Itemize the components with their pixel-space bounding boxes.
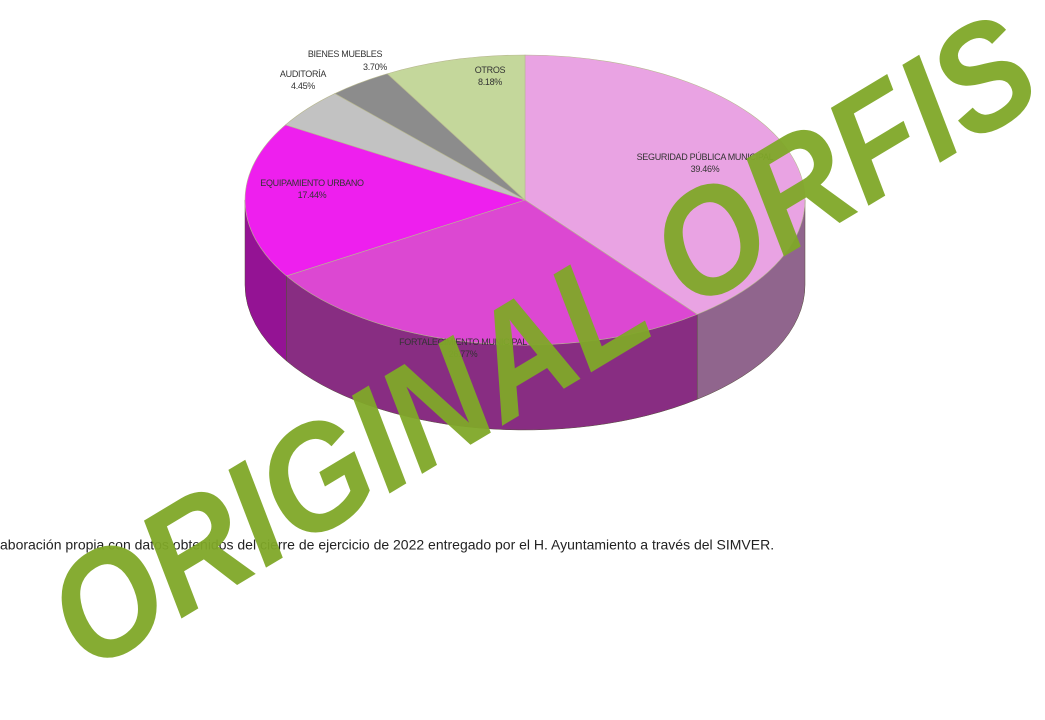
labels: SEGURIDAD PÚBLICA MUNICIPAL 39.46% FORTALE… <box>260 49 774 359</box>
value-label: 4.45% <box>291 81 315 91</box>
slice-top <box>244 124 526 277</box>
slice <box>386 54 526 201</box>
category-label: BIENES MUEBLES <box>308 49 383 59</box>
value-label: 8.18% <box>478 77 502 87</box>
slice-top <box>524 54 806 315</box>
slice-top <box>386 54 526 201</box>
slice-top <box>285 199 698 346</box>
value-label: 3.70% <box>363 62 387 72</box>
category-label: SEGURIDAD PÚBLICA MUNICIPAL <box>637 152 774 162</box>
pie <box>244 54 806 431</box>
category-label: FORTALECIMIENTO MUNICIPAL <box>399 337 527 347</box>
category-label: AUDITORÍA <box>280 69 326 79</box>
slice <box>244 124 526 362</box>
source-note: aboración propia con datos obtenidos del… <box>0 537 774 553</box>
value-label: 26.77% <box>449 349 478 359</box>
category-label: OTROS <box>475 65 506 75</box>
category-label: EQUIPAMIENTO URBANO <box>260 178 364 188</box>
value-label: 17.44% <box>298 190 327 200</box>
value-label: 39.46% <box>691 164 720 174</box>
